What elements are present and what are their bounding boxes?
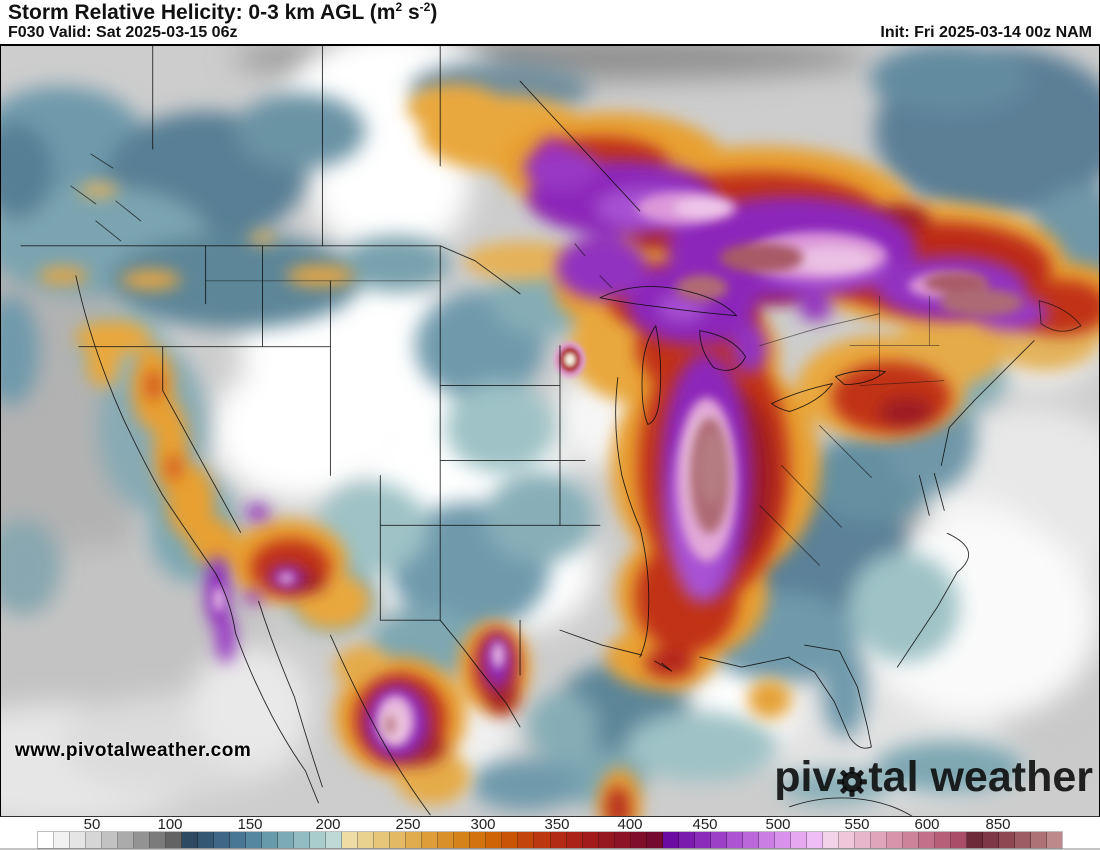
colorbar-tick-550: 550 bbox=[844, 816, 870, 833]
weather-map: www.pivotalweather.com piv tal weather bbox=[0, 46, 1100, 817]
colorbar-cell bbox=[54, 832, 71, 848]
colorbar-cell bbox=[1014, 832, 1031, 848]
page-title: Storm Relative Helicity: 0-3 km AGL (m2 … bbox=[8, 0, 438, 24]
colorbar-cell bbox=[614, 832, 631, 848]
colorbar-cell bbox=[982, 832, 999, 848]
colorbar-cell bbox=[934, 832, 951, 848]
init-time-label: Init: Fri 2025-03-14 00z NAM bbox=[880, 24, 1092, 41]
colorbar-tick-300: 300 bbox=[470, 816, 496, 833]
colorbar-tick-350: 350 bbox=[544, 816, 570, 833]
colorbar-cell bbox=[822, 832, 839, 848]
colorbar-cell bbox=[886, 832, 903, 848]
colorbar-cell bbox=[230, 832, 247, 848]
colorbar-tick-500: 500 bbox=[765, 816, 791, 833]
colorbar-tick-200: 200 bbox=[315, 816, 341, 833]
colorbar-cell bbox=[118, 832, 135, 848]
colorbar-cell bbox=[806, 832, 823, 848]
colorbar-tick-250: 250 bbox=[395, 816, 421, 833]
colorbar-cell bbox=[838, 832, 855, 848]
colorbar-cell bbox=[470, 832, 487, 848]
colorbar-cell bbox=[950, 832, 967, 848]
colorbar-cell bbox=[694, 832, 711, 848]
colorbar-cell bbox=[646, 832, 663, 848]
colorbar-cell bbox=[918, 832, 935, 848]
watermark-text-right: tal weather bbox=[868, 753, 1093, 801]
colorbar-tick-50: 50 bbox=[83, 816, 101, 833]
colorbar-cell bbox=[150, 832, 167, 848]
colorbar-cell bbox=[166, 832, 183, 848]
website-url-label: www.pivotalweather.com bbox=[15, 740, 252, 761]
colorbar-cell bbox=[1030, 832, 1047, 848]
gear-icon bbox=[835, 764, 869, 798]
colorbar-cell bbox=[998, 832, 1015, 848]
colorbar-cell bbox=[294, 832, 311, 848]
colorbar-cell bbox=[406, 832, 423, 848]
colorbar-cell bbox=[790, 832, 807, 848]
pivotalweather-watermark: piv tal weather bbox=[774, 753, 1093, 802]
colorbar-cell bbox=[678, 832, 695, 848]
colorbar-cell bbox=[374, 832, 391, 848]
colorbar-tick-150: 150 bbox=[237, 816, 263, 833]
colorbar-cell bbox=[582, 832, 599, 848]
title-superscript: 2 bbox=[395, 0, 403, 14]
colorbar-cell bbox=[758, 832, 775, 848]
helicity-field-graphic bbox=[1, 46, 1099, 816]
colorbar-cell bbox=[870, 832, 887, 848]
colorbar-cell bbox=[358, 832, 375, 848]
colorbar-cell bbox=[486, 832, 503, 848]
colorbar-tick-450: 450 bbox=[692, 816, 718, 833]
colorbar-cell bbox=[710, 832, 727, 848]
colorbar-cell bbox=[534, 832, 551, 848]
header-bar: Storm Relative Helicity: 0-3 km AGL (m2 … bbox=[0, 0, 1100, 46]
colorbar-cell bbox=[726, 832, 743, 848]
colorbar-tick-600: 600 bbox=[914, 816, 940, 833]
colorbar-cell bbox=[198, 832, 215, 848]
colorbar-tick-400: 400 bbox=[617, 816, 643, 833]
colorbar bbox=[37, 831, 1063, 849]
colorbar-cell bbox=[86, 832, 103, 848]
colorbar-cell bbox=[422, 832, 439, 848]
colorbar-cell bbox=[390, 832, 407, 848]
valid-time-label: F030 Valid: Sat 2025-03-15 06z bbox=[8, 24, 238, 41]
colorbar-tick-100: 100 bbox=[157, 816, 183, 833]
colorbar-cell bbox=[214, 832, 231, 848]
colorbar-cell bbox=[742, 832, 759, 848]
colorbar-cell bbox=[102, 832, 119, 848]
title-superscript: -2 bbox=[419, 0, 431, 14]
colorbar-cell bbox=[454, 832, 471, 848]
colorbar-cell bbox=[598, 832, 615, 848]
colorbar-cell bbox=[518, 832, 535, 848]
colorbar-tick-850: 850 bbox=[985, 816, 1011, 833]
colorbar-cell bbox=[38, 832, 55, 848]
colorbar-cell bbox=[630, 832, 647, 848]
colorbar-cell bbox=[438, 832, 455, 848]
colorbar-cell bbox=[502, 832, 519, 848]
colorbar-cell bbox=[246, 832, 263, 848]
colorbar-cell bbox=[310, 832, 327, 848]
colorbar-cell bbox=[854, 832, 871, 848]
colorbar-cell bbox=[566, 832, 583, 848]
colorbar-cell bbox=[278, 832, 295, 848]
watermark-text-left: piv bbox=[774, 753, 837, 801]
colorbar-footer: 50 100 150 200 250 300 350 400 450 500 550 600 850 bbox=[0, 816, 1100, 850]
colorbar-cell bbox=[1046, 832, 1062, 848]
colorbar-cell bbox=[662, 832, 679, 848]
colorbar-cell bbox=[134, 832, 151, 848]
colorbar-cell bbox=[902, 832, 919, 848]
colorbar-cell bbox=[342, 832, 359, 848]
colorbar-cell bbox=[550, 832, 567, 848]
colorbar-cell bbox=[966, 832, 983, 848]
colorbar-cell bbox=[70, 832, 87, 848]
colorbar-cell bbox=[182, 832, 199, 848]
colorbar-cell bbox=[326, 832, 343, 848]
colorbar-cell bbox=[262, 832, 279, 848]
colorbar-cell bbox=[774, 832, 791, 848]
